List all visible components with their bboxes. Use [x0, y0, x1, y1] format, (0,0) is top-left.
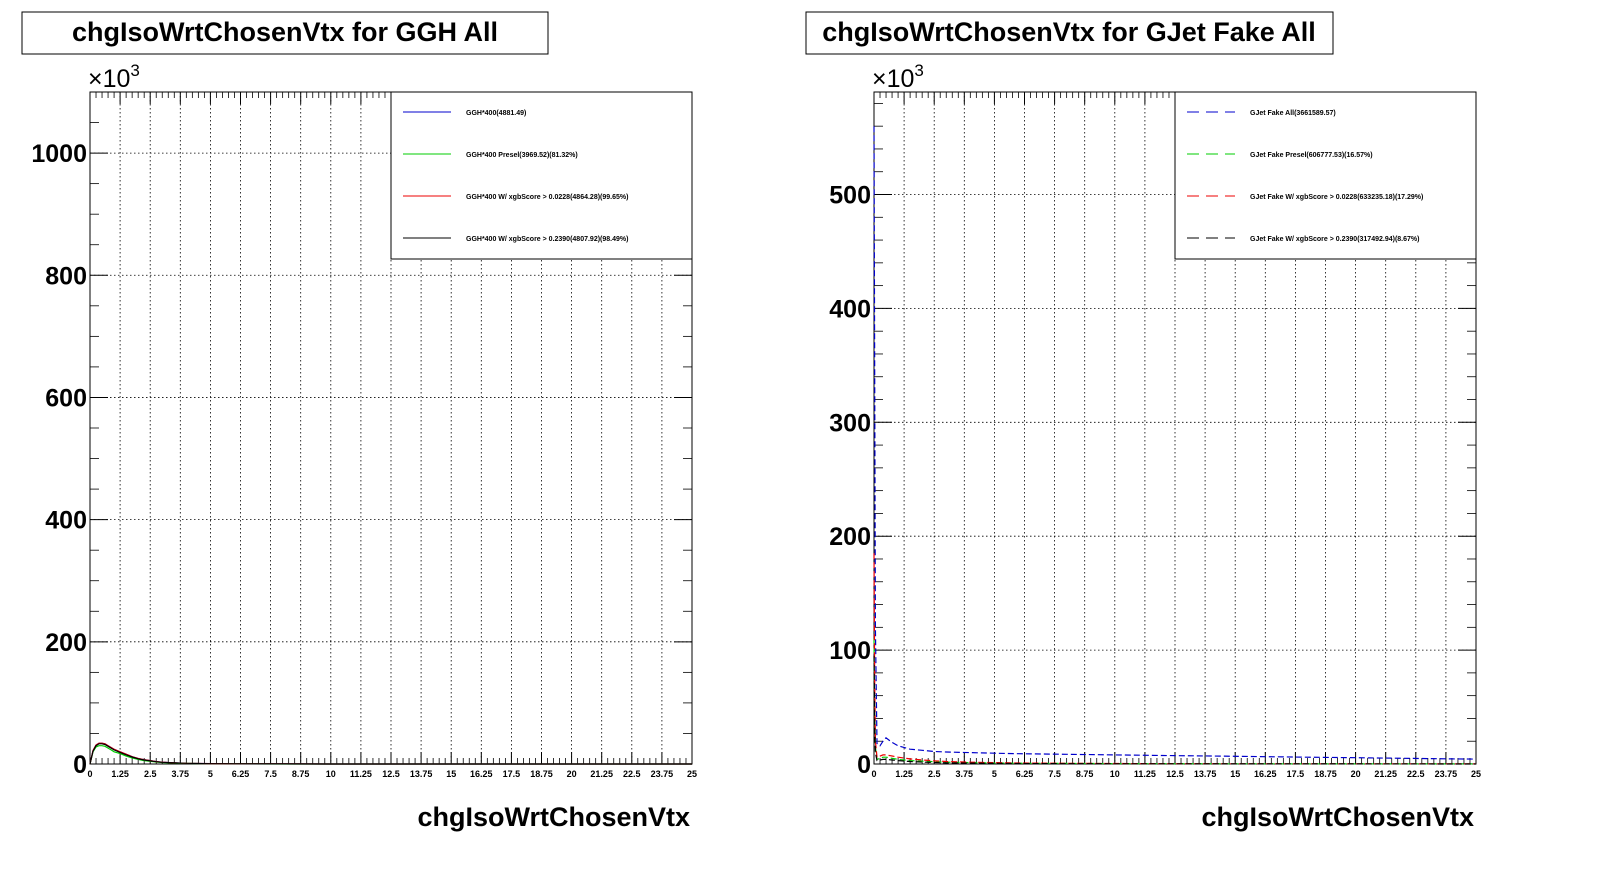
- y-tick-label: 0: [857, 751, 871, 779]
- x-tick-label: 16.25: [1254, 769, 1277, 779]
- legend: GJet Fake All(3661589.57) GJet Fake Prese…: [1174, 91, 1477, 260]
- series-lines: [89, 742, 692, 765]
- series-line-3: [873, 553, 1476, 765]
- y-tick-label: 800: [45, 262, 87, 290]
- x-tick-label: 13.75: [410, 769, 433, 779]
- title-box: [805, 11, 1334, 55]
- series-line-4: [89, 743, 692, 765]
- x-tick-label: 12.5: [382, 769, 400, 779]
- x-tick-labels: 0 1.25 2.5 3.75 5 6.25 7.5 8.75 10 11.25 12.5 13.75…: [87, 769, 697, 779]
- x-tick-label: 25: [1471, 769, 1481, 779]
- x-tick-label: 2.5: [144, 769, 157, 779]
- x-tick-label: 8.75: [292, 769, 310, 779]
- panel-gjet-fake: chgIsoWrtChosenVtx for GJet Fake All ×10…: [805, 11, 1481, 832]
- legend-entries: GGH*400(4881.49) GGH*400 Presel(3969.52)(…: [403, 110, 628, 243]
- y-tick-label: 400: [45, 507, 87, 535]
- x-tick-label: 18.75: [1314, 769, 1337, 779]
- y-tick-label: 200: [45, 629, 87, 657]
- x-tick-label: 17.5: [503, 769, 521, 779]
- legend-box: [1174, 91, 1477, 260]
- legend-label: GGH*400 Presel(3969.52)(81.32%): [466, 152, 578, 159]
- y-tick-label: 0: [73, 751, 87, 779]
- x-tick-label: 20: [567, 769, 577, 779]
- x-tick-labels: 0 1.25 2.5 3.75 5 6.25 7.5 8.75 10 11.25 12.5 13.75…: [871, 769, 1481, 779]
- y-tick-label: 400: [829, 295, 871, 323]
- y-tick-label: 600: [45, 384, 87, 412]
- x-tick-label: 5: [208, 769, 213, 779]
- x-axis-label: chgIsoWrtChosenVtx: [1201, 802, 1474, 832]
- x-tick-label: 21.25: [590, 769, 613, 779]
- y-exponent-label: ×103: [88, 61, 140, 93]
- chart-title: chgIsoWrtChosenVtx for GJet Fake All: [822, 17, 1316, 47]
- x-tick-label: 1.25: [895, 769, 913, 779]
- legend-label: GJet Fake W/ xgbScore > 0.2390(317492.94…: [1250, 236, 1419, 243]
- x-tick-label: 23.75: [651, 769, 674, 779]
- series-line-4: [873, 655, 1477, 765]
- legend-label: GGH*400 W/ xgbScore > 0.0228(4864.28)(99…: [466, 194, 628, 201]
- x-tick-label: 1.25: [111, 769, 129, 779]
- y-tick-label: 1000: [31, 140, 87, 168]
- legend-label: GJet Fake All(3661589.57): [1250, 110, 1336, 117]
- legend-entries: GJet Fake All(3661589.57) GJet Fake Prese…: [1187, 110, 1423, 243]
- y-tick-label: 100: [829, 637, 871, 665]
- x-tick-label: 15: [1230, 769, 1240, 779]
- x-tick-label: 5: [992, 769, 997, 779]
- x-tick-label: 7.5: [264, 769, 277, 779]
- x-tick-label: 7.5: [1048, 769, 1061, 779]
- x-tick-label: 15: [446, 769, 456, 779]
- legend-label: GGH*400(4881.49): [466, 110, 526, 117]
- legend-label: GGH*400 W/ xgbScore > 0.2390(4807.92)(98…: [466, 236, 628, 243]
- x-tick-label: 13.75: [1194, 769, 1217, 779]
- x-tick-label: 18.75: [530, 769, 553, 779]
- y-tick-label: 500: [829, 182, 871, 210]
- x-tick-label: 22.5: [1407, 769, 1425, 779]
- legend-label: GJet Fake W/ xgbScore > 0.0228(633235.18…: [1250, 194, 1423, 201]
- x-tick-label: 12.5: [1166, 769, 1184, 779]
- panel-ggh: chgIsoWrtChosenVtx for GGH All ×103 0200…: [21, 11, 697, 832]
- x-tick-label: 11.25: [350, 769, 372, 779]
- y-tick-labels: 0 200 400 600 800 1000: [31, 140, 87, 779]
- x-tick-label: 0: [87, 769, 92, 779]
- x-tick-label: 3.75: [956, 769, 974, 779]
- y-tick-labels: 0 100 200 300 400 500: [829, 182, 871, 779]
- x-tick-label: 25: [687, 769, 697, 779]
- y-exponent-label: ×103: [872, 61, 924, 93]
- x-tick-label: 0: [871, 769, 876, 779]
- x-tick-label: 22.5: [623, 769, 641, 779]
- chart-title: chgIsoWrtChosenVtx for GGH All: [72, 17, 498, 47]
- x-tick-label: 16.25: [470, 769, 493, 779]
- x-tick-label: 10: [1110, 769, 1120, 779]
- x-tick-label: 11.25: [1134, 769, 1156, 779]
- series-lines: [873, 126, 1477, 765]
- series-line-2: [873, 638, 1476, 765]
- x-tick-label: 10: [326, 769, 336, 779]
- y-tick-label: 200: [829, 523, 871, 551]
- x-tick-label: 6.25: [1016, 769, 1034, 779]
- x-tick-label: 2.5: [928, 769, 941, 779]
- x-tick-label: 6.25: [232, 769, 250, 779]
- x-tick-label: 3.75: [172, 769, 190, 779]
- x-tick-label: 8.75: [1076, 769, 1094, 779]
- x-tick-label: 23.75: [1435, 769, 1458, 779]
- x-tick-label: 17.5: [1287, 769, 1305, 779]
- x-tick-label: 21.25: [1374, 769, 1397, 779]
- y-tick-label: 300: [829, 409, 871, 437]
- legend-box: [390, 91, 693, 260]
- title-box: [21, 11, 549, 55]
- x-tick-label: 20: [1351, 769, 1361, 779]
- x-axis-label: chgIsoWrtChosenVtx: [417, 802, 690, 832]
- series-line-1: [873, 126, 1477, 760]
- legend: GGH*400(4881.49) GGH*400 Presel(3969.52)(…: [390, 91, 693, 260]
- legend-label: GJet Fake Presel(606777.53)(16.57%): [1250, 152, 1373, 159]
